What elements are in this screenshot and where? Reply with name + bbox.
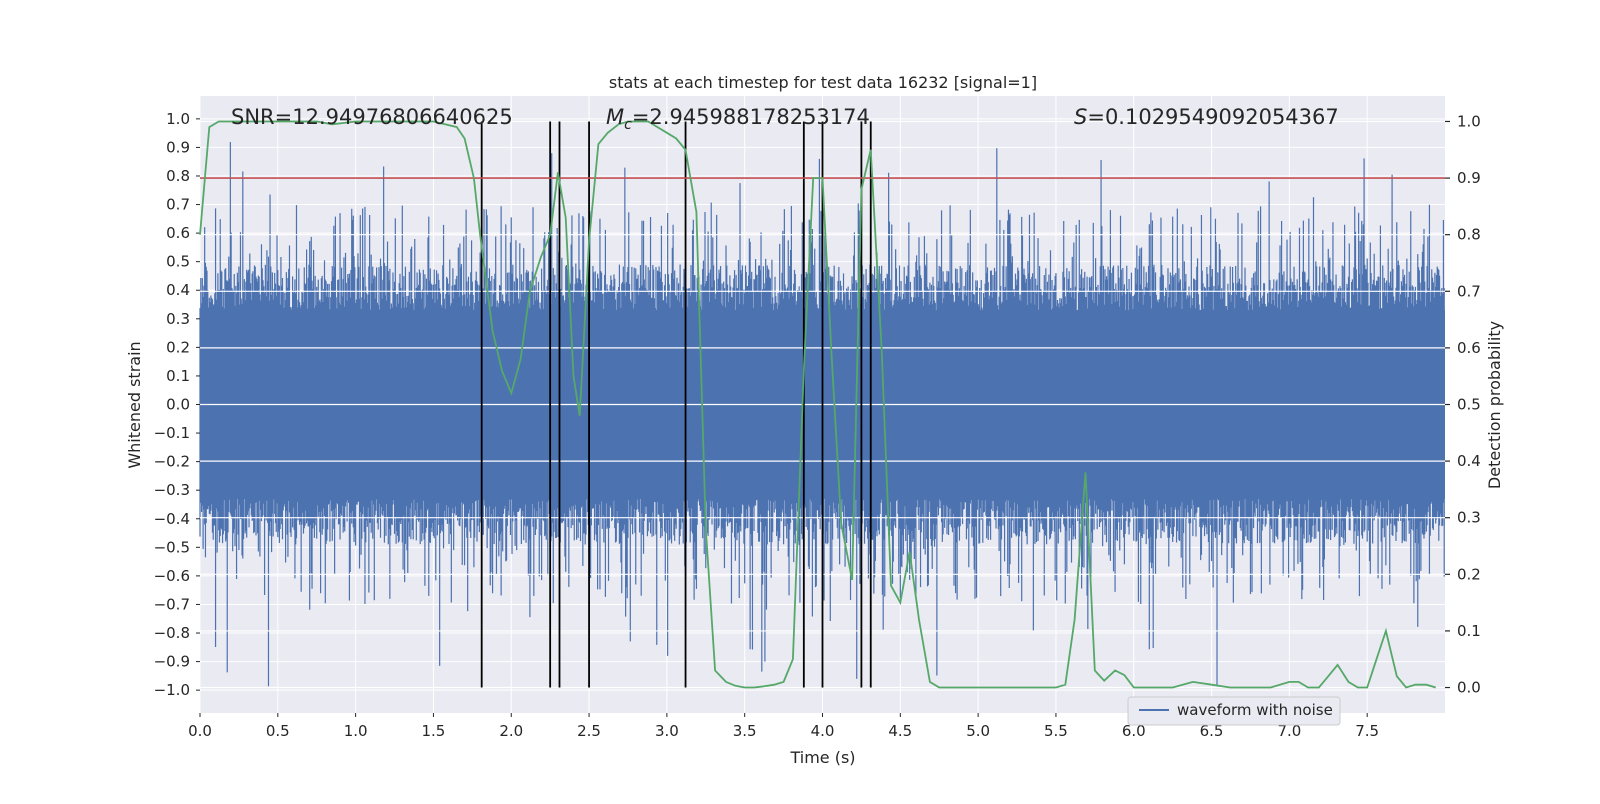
- x-tick-label: 2.5: [577, 722, 601, 740]
- y-tick-label: −0.7: [154, 595, 190, 613]
- right-y-tick-label: 0.6: [1457, 339, 1481, 357]
- y-tick-label: −0.4: [154, 510, 190, 528]
- x-tick-label: 5.0: [966, 722, 990, 740]
- right-y-tick-label: 0.7: [1457, 282, 1481, 300]
- legend-box: [1127, 696, 1341, 726]
- x-tick-label: 1.5: [422, 722, 446, 740]
- y-tick-label: 1.0: [166, 110, 190, 128]
- right-y-tick-label: 0.3: [1457, 509, 1481, 527]
- y-axis-label: Whitened strain: [125, 341, 144, 468]
- right-y-tick-label: 0.2: [1457, 565, 1481, 583]
- detection-probability-line: [199, 120, 1436, 689]
- right-y-tick-label: 0.8: [1457, 226, 1481, 244]
- y-tick-label: 0.0: [166, 396, 190, 414]
- y-tick-label: 0.9: [166, 138, 190, 156]
- right-y-tick-label: 0.1: [1457, 622, 1481, 640]
- x-axis-label: Time (s): [789, 748, 855, 767]
- x-tick-label: 6.5: [1200, 722, 1224, 740]
- x-tick-label: 6.0: [1122, 722, 1146, 740]
- s-symbol: S: [1074, 105, 1087, 129]
- legend: waveform with noise: [1127, 696, 1341, 726]
- x-tick-label: 0.0: [188, 722, 212, 740]
- y-tick-label: −0.8: [154, 624, 190, 642]
- right-y-tick-label: 0.0: [1457, 679, 1481, 697]
- y-tick-label: −0.3: [154, 481, 190, 499]
- y-tick-label: −0.5: [154, 538, 190, 556]
- right-y-axis-label: Detection probability: [1485, 321, 1504, 489]
- y-tick-label: −0.1: [154, 424, 190, 442]
- x-tick-label: 5.5: [1044, 722, 1068, 740]
- x-tick-label: 3.0: [655, 722, 679, 740]
- x-tick-label: 3.5: [733, 722, 757, 740]
- snr-annotation: SNR=12.94976806640625: [231, 105, 513, 129]
- s-annotation: S=0.1029549092054367: [1074, 105, 1339, 129]
- y-tick-label: 0.6: [166, 224, 190, 242]
- x-tick-label: 4.5: [888, 722, 912, 740]
- x-tick-label: 2.0: [499, 722, 523, 740]
- y-tick-label: −1.0: [154, 681, 190, 699]
- x-tick-label: 0.5: [266, 722, 290, 740]
- y-tick-label: 0.4: [166, 281, 190, 299]
- right-y-tick-label: 0.5: [1457, 396, 1481, 414]
- right-y-tick-label: 0.9: [1457, 169, 1481, 187]
- y-tick-label: −0.6: [154, 567, 190, 585]
- chirp-mass-subscript: c: [624, 117, 632, 133]
- x-tick-label: 7.0: [1277, 722, 1301, 740]
- chirp-mass-annotation: Mc=2.945988178253174: [606, 105, 870, 133]
- y-tick-label: −0.9: [154, 653, 190, 671]
- s-value: =0.1029549092054367: [1087, 105, 1338, 129]
- y-tick-label: −0.2: [154, 453, 190, 471]
- chirp-mass-value: =2.945988178253174: [632, 105, 870, 129]
- legend-label: waveform with noise: [1177, 701, 1333, 719]
- right-y-tick-label: 0.4: [1457, 452, 1481, 470]
- chart-title: stats at each timestep for test data 162…: [609, 73, 1037, 92]
- y-tick-labels: 1.0 0.9 0.8 0.7 0.6 0.5 0.4 0.3 0.2 0.1 0.0 −0.1 −0.…: [154, 110, 200, 699]
- y-tick-label: 0.7: [166, 196, 190, 214]
- y-tick-label: 0.2: [166, 338, 190, 356]
- y-tick-label: 0.8: [166, 167, 190, 185]
- x-tick-label: 1.0: [344, 722, 368, 740]
- x-tick-label: 4.0: [811, 722, 835, 740]
- right-y-tick-labels: 1.0 0.9 0.8 0.7 0.6 0.5 0.4 0.3 0.2 0.1 0.0: [1445, 112, 1481, 697]
- y-tick-label: 0.5: [166, 253, 190, 271]
- right-y-tick-label: 1.0: [1457, 112, 1481, 130]
- vertical-markers: [480, 121, 872, 688]
- x-tick-labels: 0.0 0.5 1.0 1.5 2.0 2.5 3.0 3.5 4.0 4.5 5.0 5.5 6.0 6…: [188, 713, 1379, 740]
- waveform-trace: [199, 142, 1445, 687]
- x-tick-label: 7.5: [1355, 722, 1379, 740]
- chirp-mass-symbol: M: [606, 105, 624, 129]
- y-tick-label: 0.1: [166, 367, 190, 385]
- y-tick-label: 0.3: [166, 310, 190, 328]
